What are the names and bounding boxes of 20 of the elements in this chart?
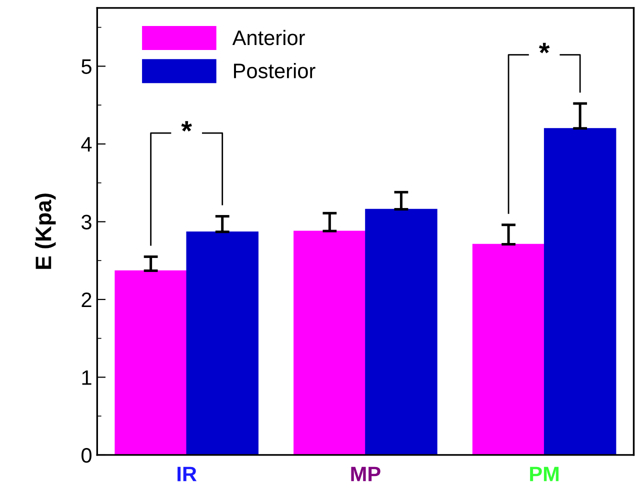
annotation: * bbox=[538, 42, 550, 54]
y-tick-label: 2 bbox=[82, 292, 92, 308]
x-tick-label: MP bbox=[351, 466, 380, 482]
y-tick-label: 5 bbox=[82, 59, 92, 74]
y-tick-label: 0 bbox=[82, 448, 92, 463]
bar bbox=[472, 244, 545, 455]
legend-label: Posterior bbox=[234, 63, 316, 78]
y-tick-label: 4 bbox=[81, 137, 92, 152]
bar bbox=[365, 208, 438, 455]
y-tick-label: 3 bbox=[82, 214, 92, 230]
bar bbox=[294, 230, 366, 455]
bar bbox=[114, 270, 187, 455]
x-tick-label: IR bbox=[178, 466, 197, 482]
bar bbox=[186, 231, 258, 455]
y-axis-title: E (Kpa) bbox=[34, 194, 56, 269]
y-tick-label: 1 bbox=[82, 370, 92, 385]
bar bbox=[544, 128, 616, 455]
annotation: * bbox=[181, 121, 192, 132]
x-tick-label: PM bbox=[530, 466, 559, 482]
legend-label: Anterior bbox=[232, 30, 305, 46]
